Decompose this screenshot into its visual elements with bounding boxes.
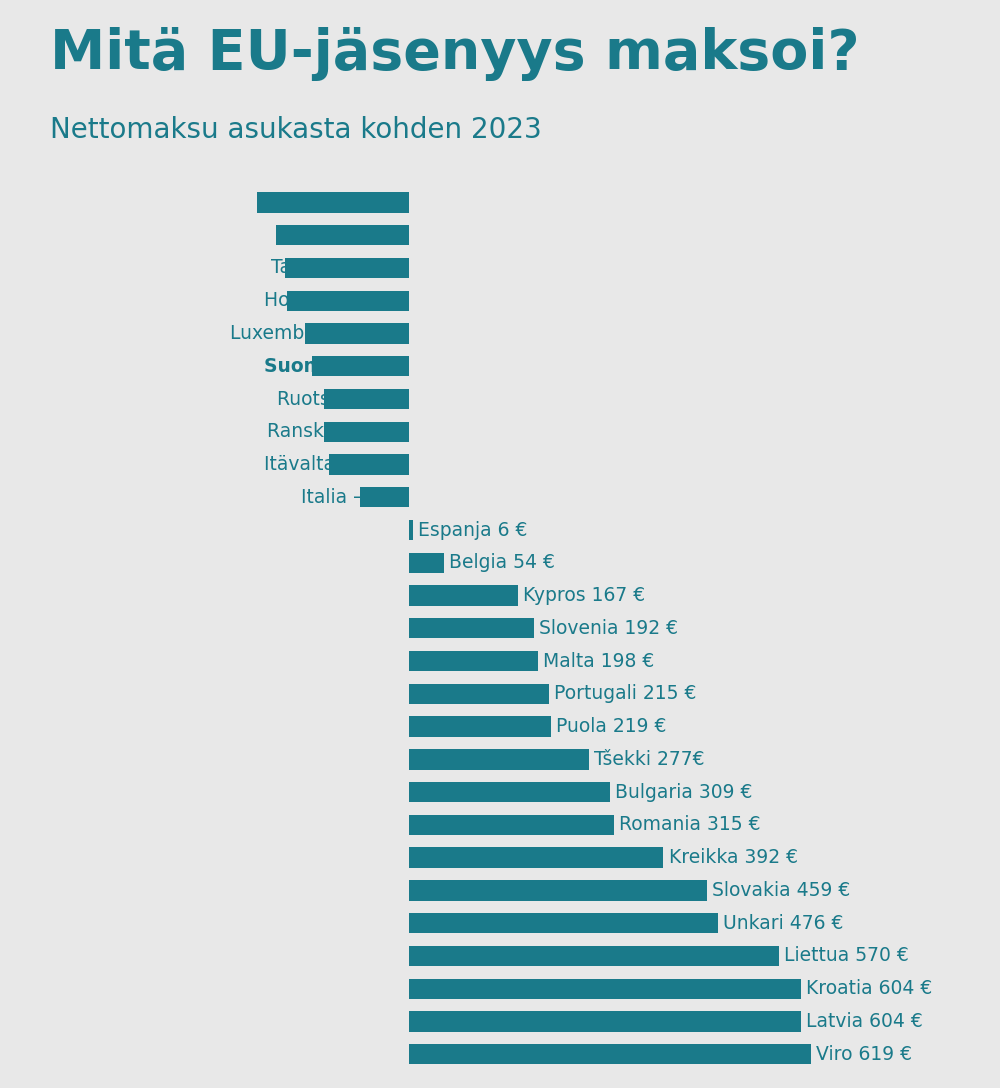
Text: Portugali 215 €: Portugali 215 € — [554, 684, 696, 703]
Bar — [409, 913, 718, 934]
Bar — [409, 1044, 811, 1064]
Bar — [409, 651, 538, 671]
Text: Liettua 570 €: Liettua 570 € — [784, 947, 909, 965]
Text: Hollanti –189 €: Hollanti –189 € — [264, 292, 404, 310]
Text: Romania 315 €: Romania 315 € — [619, 815, 760, 834]
Text: Kroatia 604 €: Kroatia 604 € — [806, 979, 932, 998]
Text: Luxemburg –161 €: Luxemburg –161 € — [230, 324, 404, 343]
Text: Belgia 54 €: Belgia 54 € — [449, 554, 555, 572]
Bar — [409, 618, 534, 639]
Text: Latvia 604 €: Latvia 604 € — [806, 1012, 923, 1031]
Bar — [409, 683, 549, 704]
Bar — [287, 290, 409, 311]
Text: Kypros 167 €: Kypros 167 € — [523, 586, 645, 605]
Bar — [312, 356, 409, 376]
Text: Viro 619 €: Viro 619 € — [816, 1044, 912, 1064]
Text: Mitä EU-jäsenyys maksoi?: Mitä EU-jäsenyys maksoi? — [50, 27, 860, 82]
Bar — [409, 1011, 801, 1031]
Text: Saksa –206 €: Saksa –206 € — [280, 225, 404, 245]
Bar — [305, 323, 409, 344]
Text: Tanska –192 €: Tanska –192 € — [271, 259, 404, 277]
Bar — [324, 422, 409, 442]
Bar — [409, 978, 801, 999]
Text: Unkari 476 €: Unkari 476 € — [723, 914, 844, 932]
Text: Malta 198 €: Malta 198 € — [543, 652, 654, 670]
Bar — [409, 848, 663, 868]
Bar — [285, 258, 409, 279]
Bar — [409, 716, 551, 737]
Text: Espanja 6 €: Espanja 6 € — [418, 520, 528, 540]
Bar — [324, 388, 409, 409]
Text: Bulgaria 309 €: Bulgaria 309 € — [615, 782, 752, 802]
Text: Irlanti –234 €: Irlanti –234 € — [281, 193, 404, 212]
Text: Kreikka 392 €: Kreikka 392 € — [669, 849, 798, 867]
Bar — [276, 225, 409, 246]
Bar — [409, 880, 707, 901]
Text: Ruotsi –132 €: Ruotsi –132 € — [277, 390, 404, 408]
Text: Italia –76 €: Italia –76 € — [301, 487, 404, 507]
Text: Puola 219 €: Puola 219 € — [556, 717, 667, 737]
Text: Slovakia 459 €: Slovakia 459 € — [712, 881, 850, 900]
Text: Suomi –150 €: Suomi –150 € — [264, 357, 404, 375]
Bar — [360, 487, 409, 507]
Bar — [257, 193, 409, 212]
Text: Ranska –131 €: Ranska –131 € — [267, 422, 404, 442]
Bar — [409, 815, 614, 834]
Bar — [409, 553, 444, 573]
Bar — [409, 585, 518, 606]
Text: Slovenia 192 €: Slovenia 192 € — [539, 619, 678, 638]
Bar — [409, 945, 779, 966]
Text: Itävalta –124 €: Itävalta –124 € — [264, 455, 404, 474]
Text: Tšekki 277€: Tšekki 277€ — [594, 750, 705, 769]
Bar — [409, 782, 610, 802]
Bar — [409, 520, 413, 541]
Bar — [329, 455, 409, 474]
Text: Nettomaksu asukasta kohden 2023: Nettomaksu asukasta kohden 2023 — [50, 116, 542, 145]
Bar — [409, 750, 589, 769]
